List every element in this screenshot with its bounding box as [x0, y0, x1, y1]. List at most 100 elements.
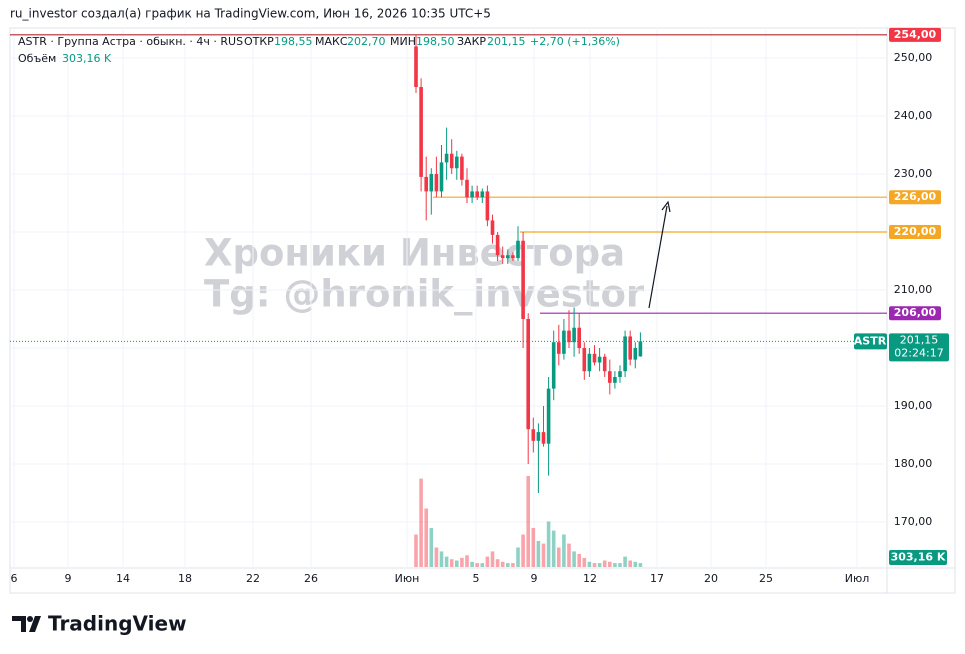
y-tick-label: 190,00 [894, 399, 933, 412]
volume-bar [638, 563, 643, 567]
volume-bar [562, 534, 566, 567]
volume-bar [623, 556, 627, 567]
candle-body [623, 336, 627, 372]
volume-bar [628, 560, 632, 567]
level-tag [889, 306, 941, 321]
volume-bar [475, 563, 479, 567]
candle-body [434, 174, 439, 192]
y-tick-label: 180,00 [894, 457, 933, 470]
candle-body [475, 191, 479, 198]
x-tick-label: 20 [704, 572, 718, 585]
volume-bar [511, 563, 515, 567]
volume-bar [618, 563, 622, 567]
y-tick-label: 210,00 [894, 283, 933, 296]
candle-body [470, 191, 474, 198]
volume-bar [429, 528, 434, 567]
volume-bar [572, 551, 576, 567]
x-tick-label: 9 [531, 572, 538, 585]
candle-body [449, 153, 454, 169]
arrow [648, 205, 668, 309]
candle-body [465, 179, 469, 198]
volume-bar [526, 476, 530, 567]
candle-body [541, 432, 546, 444]
price-tag-label: 201,15 [900, 333, 939, 346]
candle-body [455, 156, 459, 169]
volume-bar [541, 543, 546, 567]
volume-bar [485, 556, 490, 567]
volume-bar [460, 557, 464, 567]
candle-body [490, 220, 495, 235]
x-tick-label: 5 [473, 572, 480, 585]
volume-bar [546, 521, 551, 567]
candle-body [429, 174, 434, 192]
candle-body [567, 330, 571, 343]
volume-bar [506, 563, 510, 567]
candle-body [516, 240, 520, 259]
volume-bar [480, 563, 485, 567]
candle-body [526, 319, 530, 430]
countdown: 02:24:17 [894, 346, 943, 359]
symbol-tag [854, 333, 887, 350]
candle-body [592, 353, 597, 363]
legend-volume: 303,16 K [62, 52, 112, 65]
candle-body [602, 356, 607, 372]
x-tick-label: 25 [759, 572, 773, 585]
legend-volume-label: Объём [18, 52, 56, 65]
candle-body [414, 46, 418, 88]
level-tag-label: 254,00 [894, 28, 937, 41]
legend-close: 201,15 [487, 35, 526, 48]
volume-bar [455, 560, 459, 567]
candle-body [638, 341, 643, 357]
volume-bar [516, 547, 520, 567]
candle-body [628, 336, 632, 360]
x-tick-label: 12 [583, 572, 597, 585]
volume-bar [602, 560, 607, 567]
candle-body [521, 240, 525, 320]
volume-bar [419, 478, 423, 567]
legend-high: 202,70 [347, 35, 386, 48]
candle-body [511, 255, 515, 259]
candle-body [562, 330, 566, 354]
x-tick-label: 17 [650, 572, 664, 585]
candle-body [608, 371, 612, 383]
brand-logo-dot [27, 616, 33, 622]
volume-bar [490, 551, 495, 567]
legend-symbol: ASTR · Группа Астра · обыкн. · 4ч · RUS [18, 35, 243, 48]
candle-body [633, 348, 638, 360]
candle-body [613, 377, 617, 383]
volume-bar [557, 547, 561, 567]
level-tag [889, 190, 941, 205]
x-tick-label: 6 [11, 572, 18, 585]
volume-bar [495, 559, 500, 567]
volume-bar [470, 561, 474, 567]
legend-open-label: ОТКР [244, 35, 274, 48]
volume-bar [536, 541, 541, 567]
volume-bar [434, 547, 439, 567]
x-tick-label: 9 [65, 572, 72, 585]
volume-tag [889, 550, 947, 565]
level-tag-label: 226,00 [894, 190, 937, 203]
level-tag-label: 220,00 [894, 225, 937, 238]
attribution: ru_investor создал(а) график на TradingV… [10, 7, 491, 21]
volume-bar [597, 563, 602, 567]
candle-body [597, 356, 602, 363]
brand-name: TradingView [48, 612, 187, 636]
candle-body [460, 156, 464, 180]
volume-bar [500, 561, 505, 567]
legend-change: +2,70 (+1,36%) [530, 35, 620, 48]
y-tick-label: 240,00 [894, 109, 933, 122]
volume-bar [439, 551, 444, 567]
y-tick-label: 230,00 [894, 167, 933, 180]
legend-high-label: МАКС [315, 35, 348, 48]
watermark: Хроники Инвесторa [204, 232, 625, 275]
candle-body [506, 255, 510, 259]
y-tick-label: 170,00 [894, 515, 933, 528]
volume-bar [449, 559, 454, 567]
candle-body [444, 153, 449, 163]
candle-body [531, 429, 536, 441]
watermark: Tg: @hronik_investor [204, 273, 645, 316]
candle-body [577, 327, 581, 349]
volume-bar [567, 543, 571, 567]
